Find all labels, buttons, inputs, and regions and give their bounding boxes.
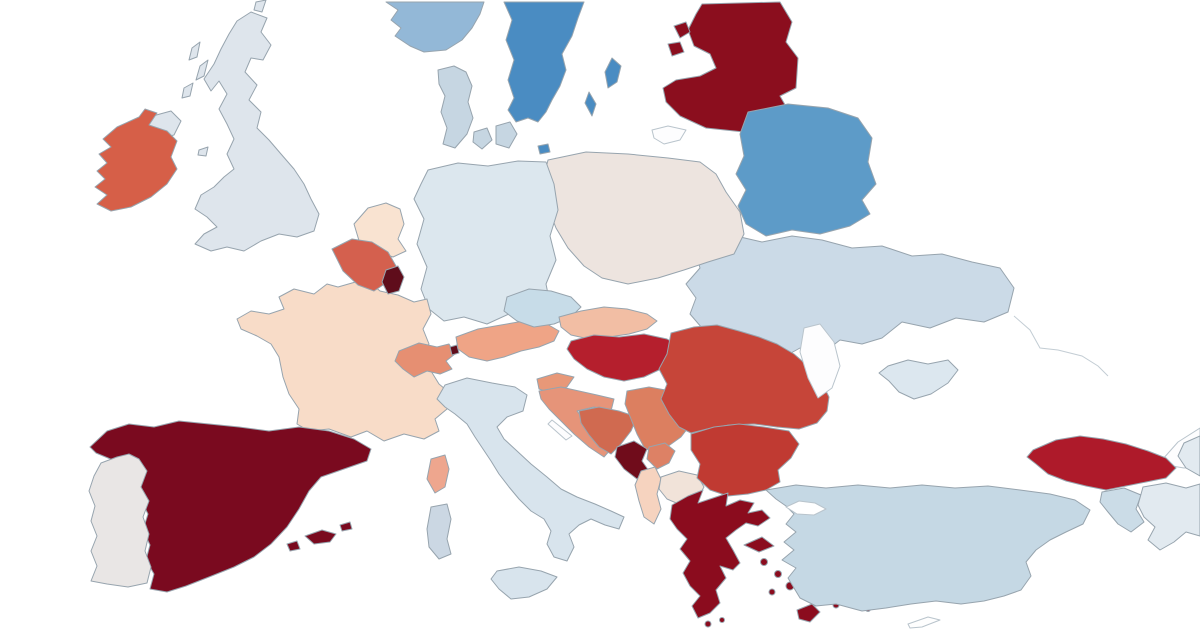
island-rhodes	[796, 603, 821, 623]
sea-of-marmara	[785, 500, 827, 516]
island-dot	[719, 617, 725, 623]
island-menorca	[339, 521, 353, 532]
island-saaremaa	[673, 21, 691, 39]
country-albania	[634, 466, 662, 525]
country-portugal	[88, 453, 152, 588]
country-italy	[436, 377, 625, 562]
island-gotland	[604, 57, 622, 89]
country-greece	[669, 489, 771, 619]
country-switzerland	[394, 342, 456, 378]
country-spain	[89, 420, 372, 593]
country-belarus	[735, 103, 877, 237]
country-norway	[385, 1, 485, 53]
island-dot	[768, 588, 776, 596]
country-austria	[455, 320, 560, 362]
island-sardinia	[426, 503, 452, 560]
country-france	[236, 278, 452, 442]
island-euboea	[743, 536, 775, 553]
country-baltic-states	[662, 1, 799, 133]
country-kaliningrad	[651, 125, 687, 145]
country-slovenia	[536, 372, 575, 394]
country-georgia	[1026, 435, 1177, 491]
country-sweden	[503, 1, 585, 123]
island-hebrides-2	[195, 59, 209, 81]
country-armenia	[1099, 487, 1145, 533]
country-kosovo	[646, 442, 676, 470]
island-shetland	[253, 0, 267, 13]
country-azerbaijan	[1137, 435, 1200, 551]
island-dot	[704, 620, 712, 628]
country-uk	[194, 11, 320, 252]
island-corsica	[426, 454, 450, 494]
country-poland	[542, 151, 745, 285]
island-hebrides-3	[181, 82, 194, 99]
island-sicily	[490, 566, 558, 600]
island-mallorca	[304, 529, 337, 545]
island-dot	[774, 570, 782, 578]
island-oland	[584, 91, 597, 117]
russia-coastline	[1013, 315, 1109, 377]
region-crimea	[878, 359, 959, 400]
country-bulgaria	[690, 423, 800, 497]
country-moldova	[799, 323, 841, 399]
country-luxembourg	[381, 265, 405, 295]
island-bornholm	[537, 143, 551, 155]
island-dot	[760, 558, 768, 566]
island-hebrides-1	[188, 41, 201, 61]
island-dalmatia-sliver	[547, 419, 573, 441]
island-ibiza	[286, 540, 301, 552]
island-isle-of-man	[197, 146, 209, 157]
island-hiiumaa	[667, 41, 685, 57]
island-funen	[472, 127, 493, 150]
country-turkey	[765, 484, 1091, 612]
country-ireland	[94, 108, 178, 212]
country-bosnia	[578, 406, 638, 455]
country-liechtenstein	[449, 344, 460, 356]
island-zealand	[495, 121, 518, 149]
country-romania	[658, 324, 830, 434]
island-cyprus-tip	[907, 616, 941, 629]
country-denmark-jutland	[437, 65, 474, 149]
country-ukraine	[685, 235, 1015, 359]
country-slovakia	[558, 306, 658, 340]
